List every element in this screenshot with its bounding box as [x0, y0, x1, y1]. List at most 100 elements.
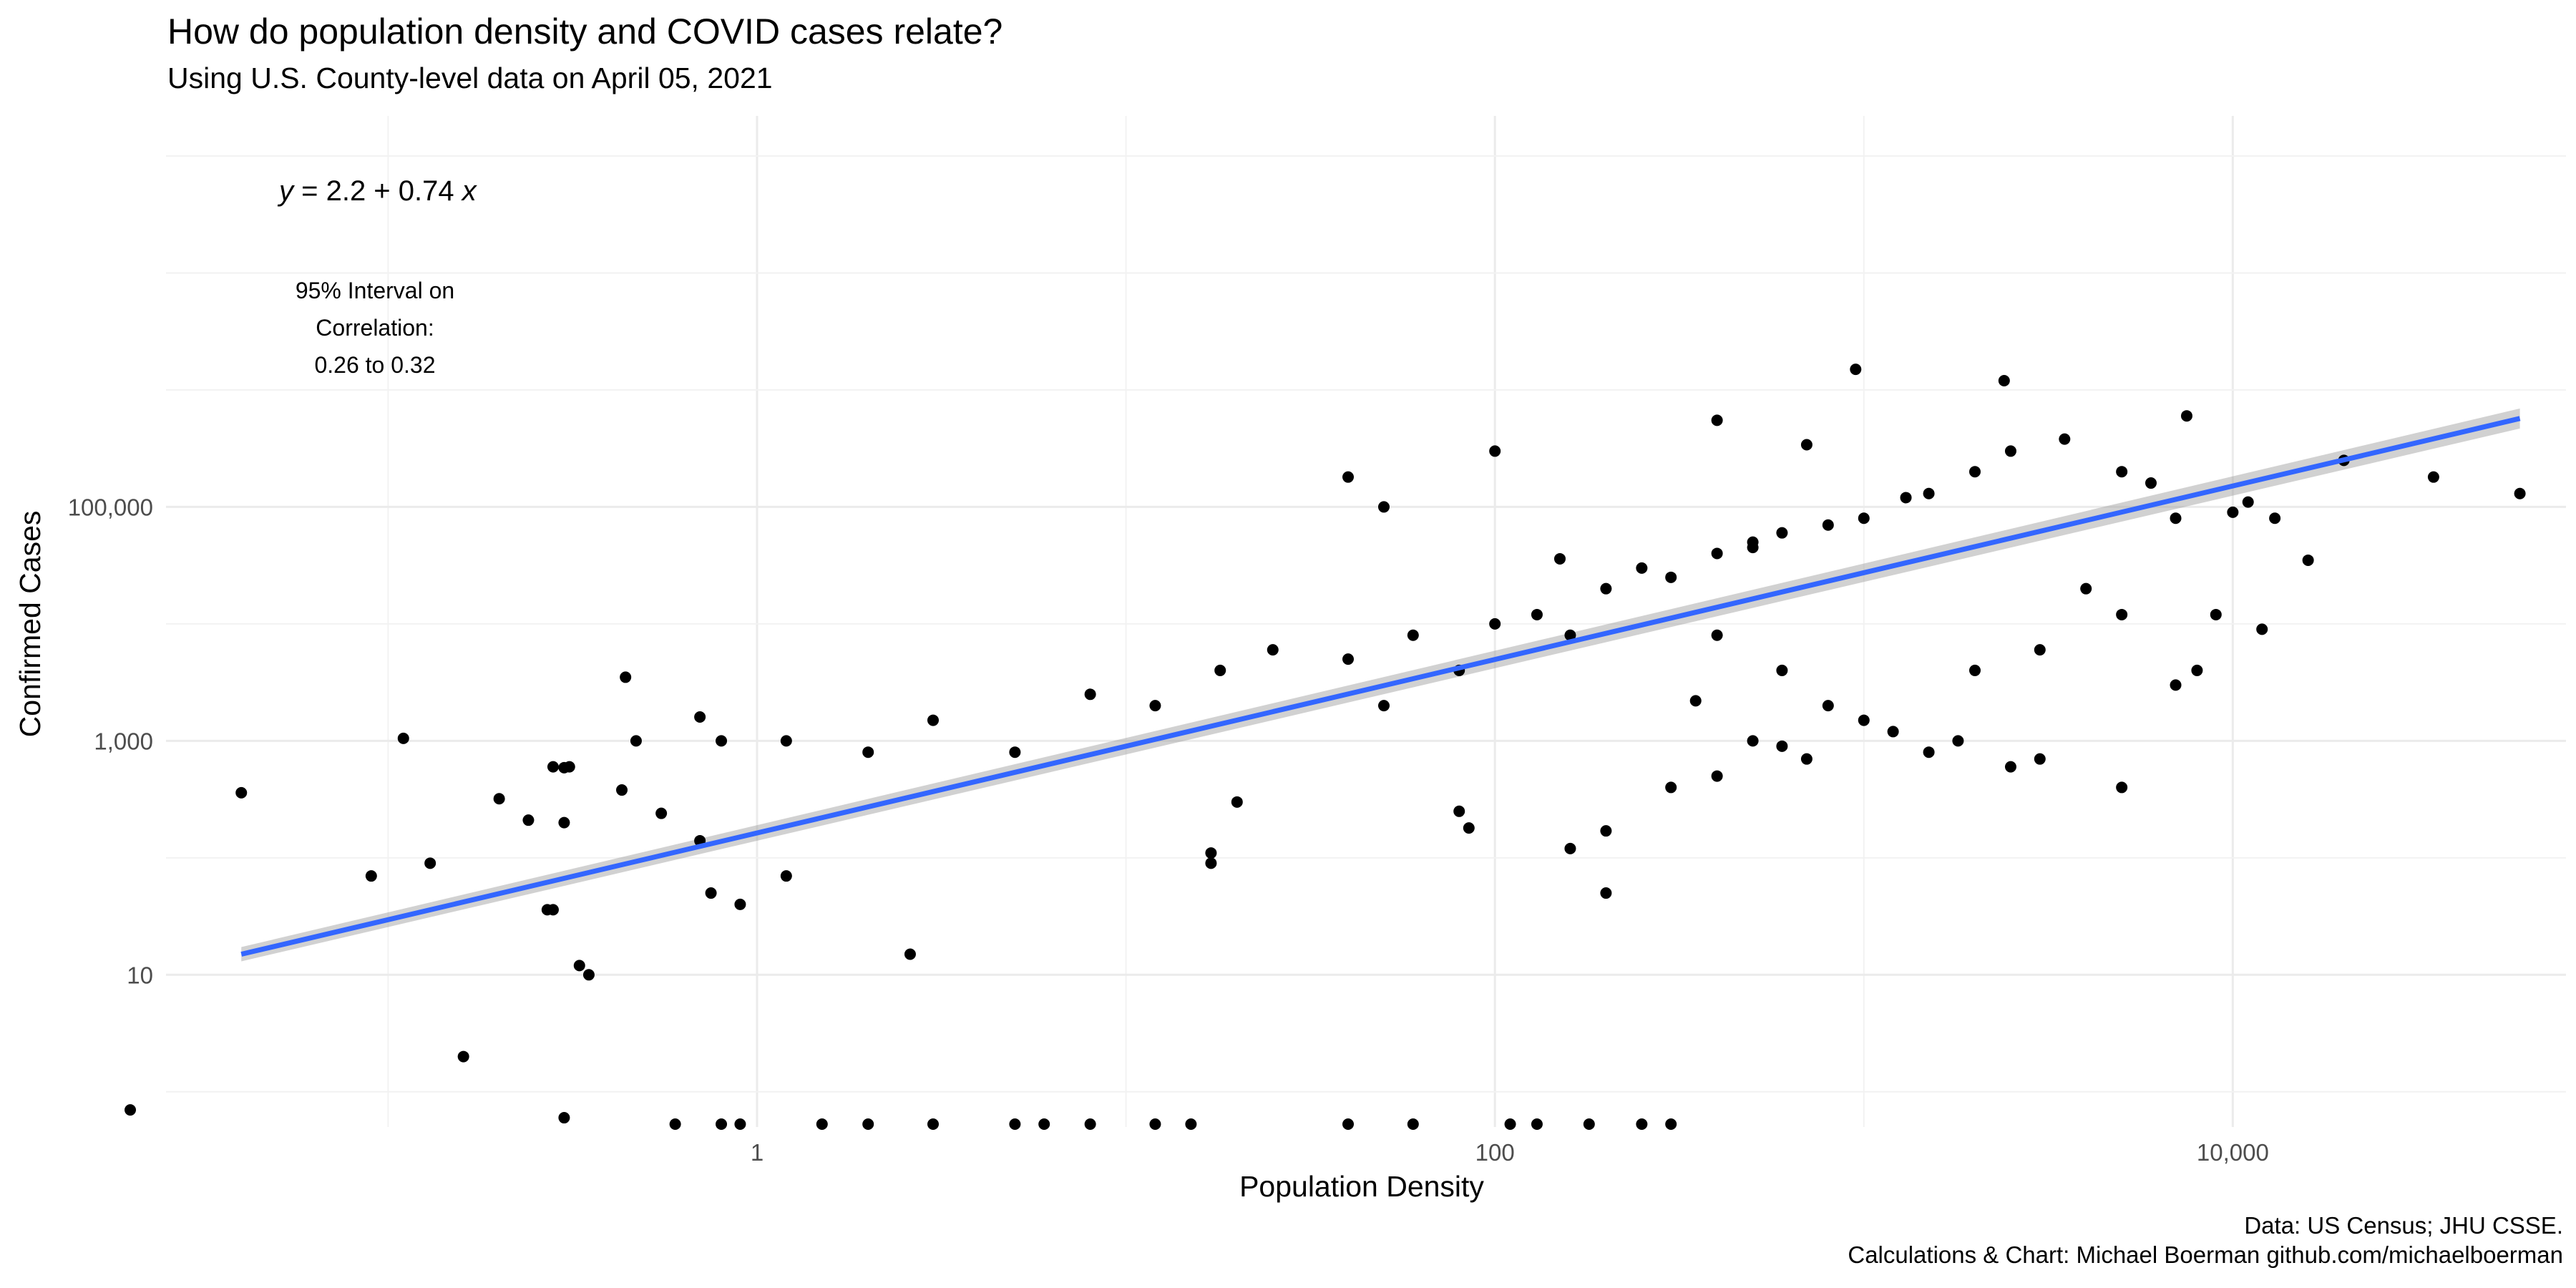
scatter-point	[1858, 714, 1870, 726]
scatter-point	[1968, 664, 1981, 676]
scatter-point	[1968, 466, 1981, 478]
scatter-point	[1858, 512, 1870, 525]
scatter-point	[1822, 700, 1834, 712]
scatter-point	[927, 1118, 940, 1130]
caption-source: Data: US Census; JHU CSSE.	[2244, 1212, 2563, 1239]
scatter-point	[2004, 445, 2016, 457]
scatter-point	[2116, 781, 2128, 794]
scatter-point	[2427, 471, 2439, 483]
scatter-point	[1887, 726, 1899, 738]
scatter-point	[397, 732, 409, 744]
scatter-point	[2269, 512, 2281, 525]
scatter-point	[862, 1118, 874, 1130]
scatter-point	[780, 735, 792, 747]
scatter-point	[705, 887, 717, 899]
data-points	[125, 364, 2526, 1130]
scatter-point	[1923, 487, 1935, 499]
caption-credit: Calculations & Chart: Michael Boerman gi…	[1848, 1241, 2563, 1268]
scatter-point	[1463, 822, 1475, 834]
scatter-point	[1747, 542, 1759, 554]
equation-x: x	[461, 175, 478, 207]
scatter-point	[1038, 1118, 1050, 1130]
scatter-point	[620, 671, 632, 683]
scatter-point	[816, 1118, 828, 1130]
scatter-point	[547, 761, 559, 773]
scatter-point	[1377, 700, 1390, 712]
scatter-point	[365, 870, 377, 882]
scatter-point	[1342, 1118, 1355, 1130]
scatter-point	[558, 816, 570, 829]
scatter-point	[2034, 644, 2046, 656]
scatter-point	[2116, 466, 2128, 478]
x-axis-title: Population Density	[1239, 1170, 1484, 1203]
scatter-point	[734, 898, 746, 910]
scatter-point	[927, 714, 940, 726]
scatter-point	[558, 1112, 570, 1124]
scatter-point	[616, 784, 628, 796]
scatter-point	[1776, 527, 1788, 539]
scatter-point	[1149, 1118, 1161, 1130]
scatter-point	[655, 807, 668, 819]
scatter-point	[1665, 1118, 1677, 1130]
scatter-point	[558, 761, 570, 774]
scatter-point	[716, 1118, 728, 1130]
scatter-point	[1711, 629, 1723, 641]
scatter-point	[2059, 433, 2071, 445]
y-tick-label: 1,000	[94, 728, 153, 754]
scatter-point	[582, 969, 595, 981]
interval-annotation-line1: 95% Interval on	[296, 278, 454, 303]
scatter-point	[1665, 781, 1677, 794]
chart-title: How do population density and COVID case…	[167, 11, 1003, 52]
scatter-point	[1214, 664, 1226, 676]
scatter-point	[780, 870, 792, 882]
equation-body: = 2.2 + 0.74	[293, 175, 462, 207]
scatter-point	[734, 1118, 746, 1130]
scatter-point	[2180, 410, 2192, 422]
scatter-point	[1800, 753, 1813, 765]
scatter-point	[694, 711, 706, 723]
scatter-point	[1205, 847, 1217, 859]
y-axis-title: Confirmed Cases	[14, 511, 47, 738]
interval-annotation-line3: 0.26 to 0.32	[314, 352, 435, 378]
scatter-point	[235, 786, 248, 799]
scatter-point	[1185, 1118, 1197, 1130]
scatter-point	[1504, 1118, 1516, 1130]
scatter-point	[1553, 552, 1566, 565]
scatter-point	[1149, 700, 1161, 712]
scatter-point	[522, 814, 535, 826]
scatter-point	[1267, 644, 1279, 656]
scatter-point	[1636, 562, 1648, 574]
scatter-point	[2242, 496, 2254, 508]
scatter-point	[716, 735, 728, 747]
scatter-point	[1747, 735, 1759, 747]
scatter-point	[1600, 825, 1612, 837]
regression-fit-line	[240, 416, 2521, 957]
scatter-point	[424, 857, 436, 869]
scatter-point	[1998, 374, 2010, 386]
scatter-point	[2080, 582, 2092, 595]
scatter-point	[904, 948, 916, 960]
scatter-point	[1711, 547, 1723, 560]
scatter-point	[1084, 1118, 1096, 1130]
scatter-point	[1665, 571, 1677, 583]
scatter-point	[1489, 618, 1501, 630]
scatter-point	[1407, 629, 1419, 641]
scatter-point	[1009, 746, 1021, 758]
y-tick-label: 100,000	[68, 494, 153, 520]
scatter-point	[2191, 664, 2203, 676]
scatter-point	[1711, 414, 1723, 426]
gridlines	[166, 116, 2566, 1127]
scatter-point	[630, 735, 642, 747]
x-tick-label: 10,000	[2197, 1139, 2269, 1166]
scatter-point	[1231, 796, 1243, 808]
scatter-point	[1850, 364, 1862, 376]
scatter-point	[125, 1104, 137, 1116]
scatter-point	[1923, 746, 1935, 758]
scatter-point	[2145, 477, 2157, 489]
regression-line	[240, 416, 2521, 957]
scatter-point	[1822, 519, 1834, 531]
scatter-point	[1800, 439, 1813, 451]
equation-y: y	[277, 175, 296, 207]
scatter-point	[2227, 506, 2239, 518]
interval-annotation-line2: Correlation:	[316, 315, 434, 341]
